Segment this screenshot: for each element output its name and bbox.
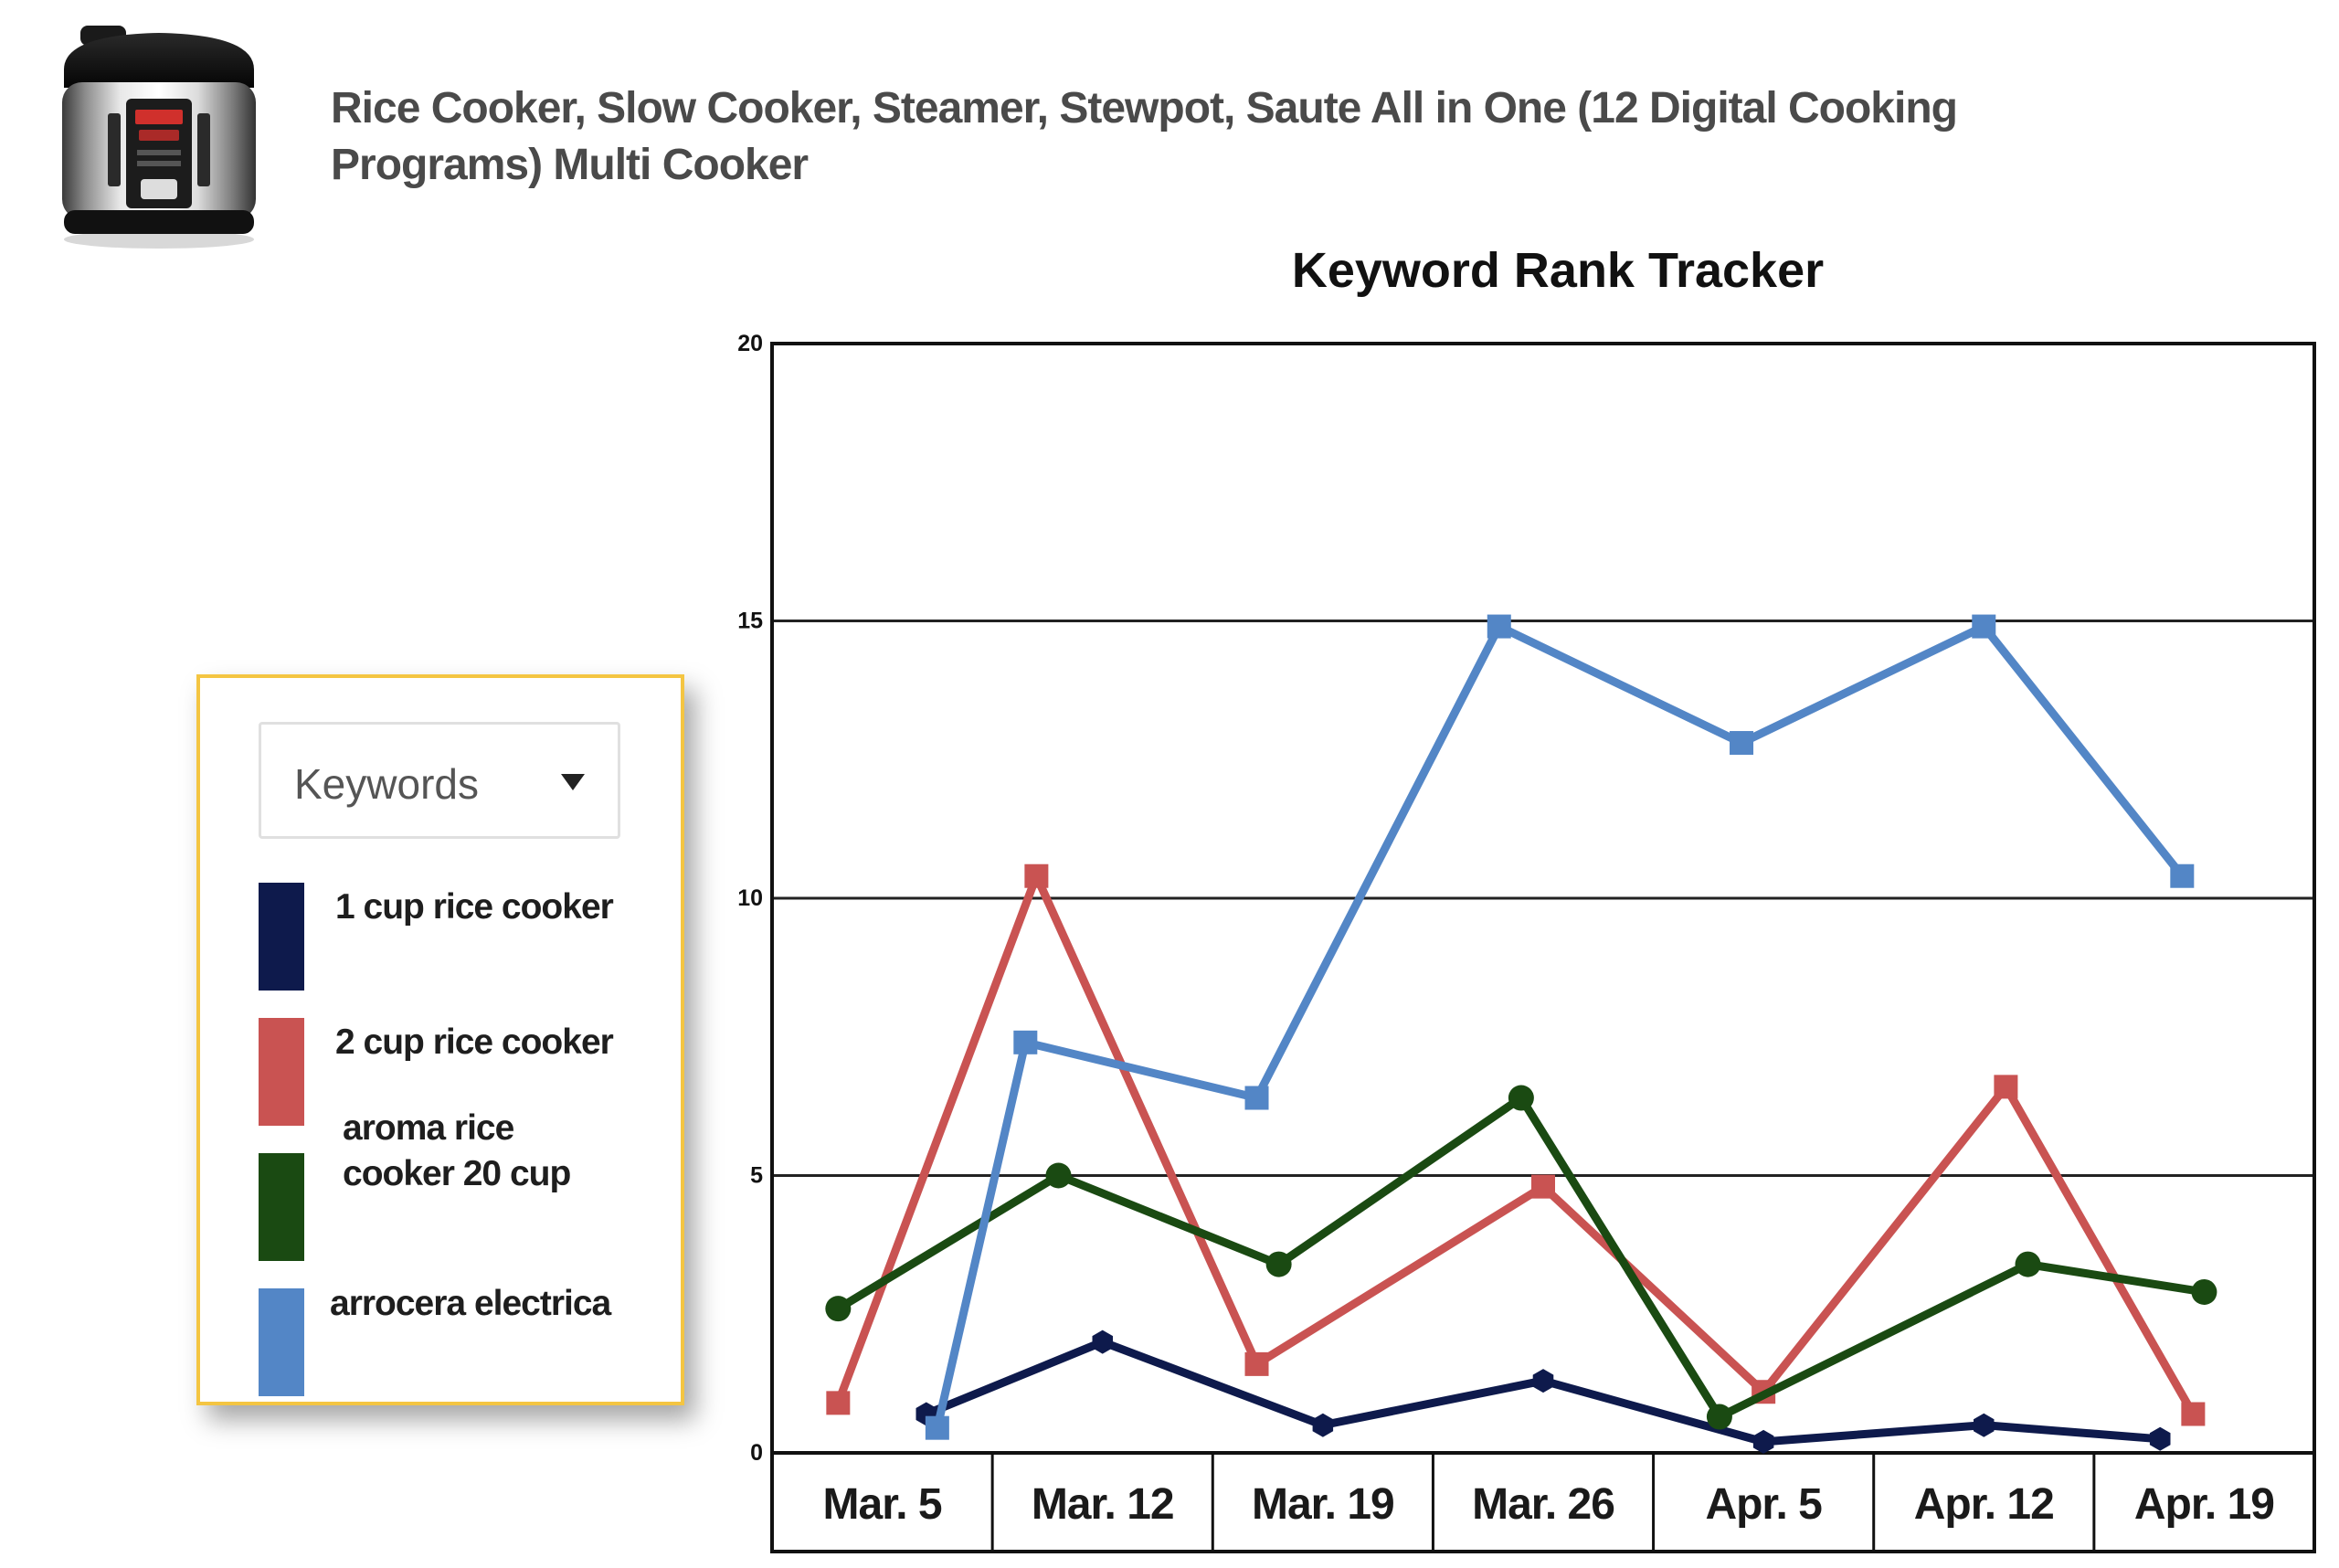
data-point-arrocera-electrica-4	[1730, 731, 1754, 756]
legend-swatch-arrocera	[259, 1288, 304, 1396]
legend-label-1-cup: 1 cup rice cooker	[335, 887, 614, 927]
data-point-aroma-rice-cooker-20-cup-3	[1508, 1085, 1534, 1111]
data-point-arrocera-electrica-6	[2170, 863, 2195, 888]
data-point-2-cup-rice-cooker-1	[1024, 863, 1049, 888]
data-point-aroma-rice-cooker-20-cup-0	[825, 1296, 852, 1322]
product-title: Rice Cooker, Slow Cooker, Steamer, Stewp…	[331, 84, 1958, 189]
data-point-1-cup-rice-cooker-1	[1092, 1330, 1113, 1354]
legend-swatch-aroma-20-cup	[259, 1153, 304, 1261]
legend-label-aroma-20-cup: aroma rice cooker 20 cup	[343, 1108, 571, 1193]
y-tick-label: 0	[750, 1440, 763, 1466]
data-point-arrocera-electrica-2	[1244, 1086, 1269, 1110]
legend-swatch-1-cup	[259, 883, 304, 991]
y-tick-label: 15	[737, 609, 763, 634]
y-axis: 0 5 10 15 20	[737, 331, 763, 1466]
x-axis-table: Mar. 5 Mar. 12 Mar. 19 Mar. 26 Apr. 5 Apr. 12…	[772, 1451, 2314, 1552]
legend-swatch-2-cup	[259, 1018, 304, 1126]
data-point-2-cup-rice-cooker-0	[826, 1391, 851, 1415]
series-group	[825, 614, 2217, 1454]
data-point-1-cup-rice-cooker-4	[1752, 1429, 1774, 1454]
keywords-dropdown[interactable]: Keywords	[259, 722, 620, 839]
data-point-1-cup-rice-cooker-2	[1312, 1413, 1334, 1437]
data-point-arrocera-electrica-3	[1487, 614, 1511, 639]
product-image	[53, 22, 265, 252]
x-tick-label: Apr. 12	[1914, 1480, 2054, 1529]
data-point-arrocera-electrica-1	[1013, 1030, 1038, 1054]
data-point-aroma-rice-cooker-20-cup-2	[1265, 1251, 1292, 1277]
data-point-aroma-rice-cooker-20-cup-4	[1706, 1404, 1732, 1430]
series-line-2-cup-rice-cooker	[833, 872, 2197, 1419]
data-point-1-cup-rice-cooker-6	[2149, 1426, 2171, 1451]
chart-title: Keyword Rank Tracker	[1292, 243, 1824, 298]
legend-label-2-cup: 2 cup rice cooker	[335, 1022, 614, 1062]
caret-down-icon	[561, 774, 585, 790]
keywords-dropdown-label: Keywords	[294, 760, 479, 808]
data-point-aroma-rice-cooker-20-cup-6	[2191, 1278, 2217, 1305]
data-point-2-cup-rice-cooker-6	[2181, 1402, 2206, 1426]
x-tick-label: Mar. 19	[1252, 1480, 1394, 1529]
data-point-2-cup-rice-cooker-2	[1244, 1351, 1269, 1376]
data-point-1-cup-rice-cooker-5	[1974, 1413, 1995, 1437]
data-point-arrocera-electrica-5	[1972, 614, 1996, 639]
y-tick-label: 5	[750, 1163, 763, 1189]
data-point-1-cup-rice-cooker-3	[1532, 1369, 1554, 1393]
x-tick-label: Mar. 12	[1032, 1480, 1174, 1529]
y-tick-label: 10	[737, 885, 763, 911]
data-point-2-cup-rice-cooker-5	[1994, 1075, 2018, 1099]
plot-frame	[770, 342, 2316, 1553]
legend-panel: Keywords 1 cup rice cooker 2 cup rice co…	[196, 674, 684, 1405]
legend-label-arrocera: arrocera electrica	[330, 1284, 611, 1323]
gridlines	[772, 620, 2314, 1177]
x-tick-label: Mar. 5	[823, 1480, 942, 1529]
y-tick-label: 20	[737, 331, 763, 356]
data-point-aroma-rice-cooker-20-cup-5	[2015, 1251, 2041, 1277]
multi-cooker-icon	[62, 26, 256, 249]
x-tick-label: Mar. 26	[1472, 1480, 1614, 1529]
data-point-aroma-rice-cooker-20-cup-1	[1045, 1162, 1072, 1189]
x-tick-label: Apr. 19	[2134, 1480, 2274, 1529]
data-point-2-cup-rice-cooker-3	[1531, 1174, 1555, 1199]
data-point-arrocera-electrica-0	[925, 1415, 949, 1440]
x-tick-label: Apr. 5	[1705, 1480, 1822, 1529]
series-line-arrocera-electrica	[933, 622, 2186, 1433]
